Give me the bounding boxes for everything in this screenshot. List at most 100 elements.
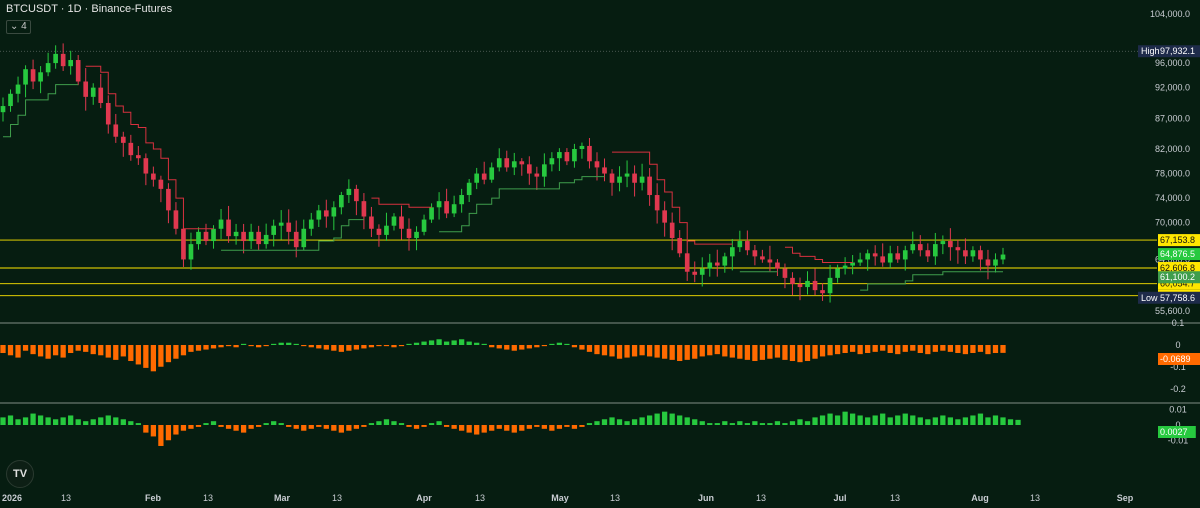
candle-body	[850, 262, 855, 266]
oscillator-bar	[338, 345, 344, 352]
oscillator-bar	[496, 345, 502, 349]
price-axis-label: 74,000.0	[1155, 193, 1190, 203]
low-tag-bg	[1138, 291, 1158, 304]
oscillator-bar	[383, 419, 390, 425]
oscillator-bar	[489, 345, 495, 348]
candle-body	[481, 173, 487, 180]
candle-body	[226, 219, 231, 237]
oscillator-bar	[436, 421, 442, 425]
oscillator-bar	[842, 345, 848, 354]
oscillator-bar	[759, 423, 766, 425]
oscillator-bar	[308, 345, 314, 348]
oscillator-bar	[361, 425, 367, 427]
candle-body	[617, 176, 622, 183]
oscillator-bar	[83, 421, 89, 425]
oscillator-bar	[421, 341, 427, 345]
oscillator-bar	[782, 423, 788, 425]
oscillator-bar	[707, 345, 713, 356]
oscillator-bar	[391, 421, 397, 425]
oscillator-bar	[895, 345, 901, 355]
oscillator-bar	[947, 345, 953, 352]
oscillator-bar	[120, 345, 126, 357]
candle-body	[459, 195, 464, 205]
candle-body	[624, 173, 630, 177]
candle-body	[23, 69, 28, 85]
oscillator-bar	[812, 345, 818, 359]
oscillator-bar	[962, 345, 969, 355]
candle-body	[820, 290, 825, 294]
candle-body	[248, 231, 254, 242]
low-price-badge: 57,758.6	[1160, 293, 1195, 303]
high-price-badge: 97,932.1	[1160, 46, 1195, 56]
oscillator-bar	[489, 425, 495, 431]
oscillator-bar	[752, 345, 758, 362]
oscillator-bar	[849, 413, 856, 425]
oscillator-bar	[970, 345, 976, 354]
level-price-badge-bg	[1158, 234, 1200, 247]
candle-body	[775, 262, 780, 269]
oscillator-bar	[631, 345, 638, 357]
oscillator-bar	[263, 423, 269, 425]
candle-body	[662, 210, 667, 223]
oscillator-bar	[564, 425, 570, 427]
oscillator-bar	[225, 425, 232, 429]
oscillator-bar	[60, 417, 66, 425]
candle-body	[647, 176, 652, 196]
oscillator-1-last-badge: -0.0689	[1160, 354, 1191, 364]
candle-body	[677, 237, 683, 254]
oscillator-bar	[992, 345, 999, 354]
oscillator-bar	[240, 425, 247, 433]
oscillator-bar	[714, 345, 720, 355]
candle-body	[429, 207, 434, 220]
candle-body	[15, 84, 21, 94]
oscillator-bar	[120, 419, 126, 425]
oscillator-bar	[406, 425, 412, 427]
oscillator-bar	[925, 345, 931, 355]
candle-body	[684, 253, 690, 272]
oscillator-2-last-badge-bg	[1158, 426, 1196, 438]
candle-body	[835, 268, 840, 278]
oscillator-bar	[819, 415, 826, 425]
oscillator-bar	[669, 413, 675, 425]
oscillator-bar	[504, 425, 510, 431]
oscillator-bar	[865, 345, 871, 354]
oscillator-bar	[466, 341, 472, 345]
candle-body	[963, 250, 968, 257]
candle-body	[917, 244, 923, 251]
oscillator-bar	[263, 345, 269, 347]
level-price-badge: 60,054.7	[1160, 279, 1195, 289]
oscillator-bar	[83, 345, 89, 352]
oscillator-bar	[662, 411, 668, 425]
oscillator-bar	[571, 425, 578, 429]
oscillator-bar	[1000, 417, 1006, 425]
oscillator-bar	[135, 345, 141, 365]
oscillator-bar	[767, 423, 773, 425]
oscillator-axis-label: 0.01	[1169, 405, 1187, 415]
supertrend-line	[860, 271, 1003, 291]
indicator-collapse-toggle[interactable]: ⌄ 4	[6, 20, 31, 34]
candle-body	[692, 271, 698, 275]
time-axis-label: 13	[890, 493, 900, 503]
candle-body	[925, 250, 931, 257]
oscillator-bar	[804, 421, 811, 425]
oscillator-bar	[910, 345, 916, 351]
oscillator-bar	[150, 345, 157, 372]
oscillator-bar	[797, 345, 803, 363]
oscillator-bar	[744, 345, 750, 360]
tradingview-logo-icon[interactable]: TV	[6, 460, 34, 488]
oscillator-bar	[180, 425, 187, 431]
low-tag-label: Low	[1141, 293, 1158, 303]
oscillator-bar	[895, 415, 901, 425]
oscillator-bar	[511, 345, 517, 351]
time-axis-label: 13	[61, 493, 71, 503]
oscillator-bar	[45, 345, 51, 359]
supertrend-line	[371, 197, 432, 208]
oscillator-axis-label: 0	[1175, 420, 1180, 430]
last-price-badge-bg	[1158, 248, 1200, 261]
oscillator-bar	[849, 345, 856, 352]
candle-body	[75, 60, 81, 82]
oscillator-bar	[677, 345, 683, 362]
oscillator-bar	[865, 417, 871, 425]
